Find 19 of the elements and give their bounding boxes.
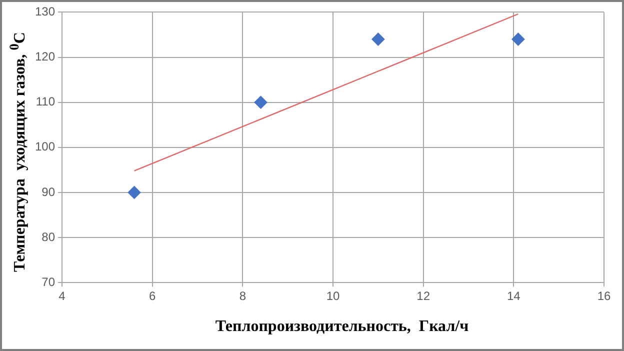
x-axis-title: Теплопроизводительность, Гкал/ч [214,318,470,336]
point [254,96,268,109]
y-tick-label: 110 [36,94,56,109]
x-tick-label: 10 [326,289,340,304]
x-tick-label: 12 [416,289,430,304]
y-tick-label: 90 [42,184,56,199]
point [512,32,525,46]
y-tick-label: 100 [34,140,56,154]
point [372,32,385,46]
y-tick-label: 130 [34,4,56,19]
point [128,186,141,199]
y-tick-label: 120 [34,50,56,64]
x-tick-label: 14 [506,289,521,304]
x-tick-label: 8 [239,289,246,304]
x-tick-label: 4 [58,289,66,304]
y-tick-label: 70 [42,274,56,289]
y-tick-label: 80 [42,230,56,244]
x-tick-label: 16 [597,289,611,304]
x-tick-label: 6 [149,289,156,304]
